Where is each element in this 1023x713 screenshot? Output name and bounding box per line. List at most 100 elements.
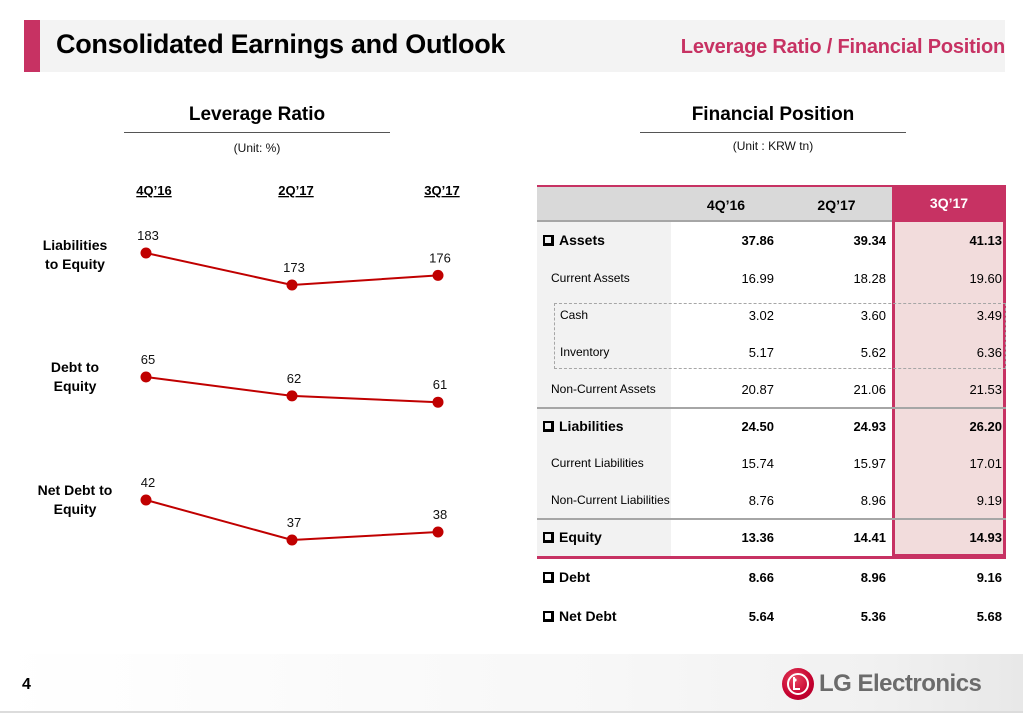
column-header-3q17: 3Q’17: [892, 185, 1006, 222]
data-label: 176: [429, 250, 451, 265]
data-point: [286, 534, 298, 546]
metric-label-line: Equity: [53, 378, 97, 394]
value-cell-4q16: 3.02: [748, 308, 774, 323]
value-cell-2q17: 5.36: [860, 609, 886, 624]
metric-label: Debt to Equity: [30, 358, 120, 396]
value-cell-4q16: 15.74: [741, 456, 774, 471]
metric-label-line: Debt to: [50, 359, 100, 375]
value-cell-2q17: 8.96: [860, 493, 886, 508]
table-row-inventory: Inventory 5.17 5.62 6.36: [537, 334, 1006, 371]
table-row-current-assets: Current Assets 16.99 18.28 19.60: [537, 260, 1006, 297]
metric-label: Liabilities to Equity: [30, 236, 120, 274]
metric-label-line: to Equity: [45, 256, 105, 272]
value-cell-4q16: 8.66: [748, 570, 774, 585]
period-label: 4Q’16: [136, 183, 171, 198]
row-label-text: Net Debt: [559, 608, 617, 624]
value-cell-4q16: 16.99: [741, 271, 774, 286]
series-liabilities-to-equity: 183 173 176: [137, 228, 451, 291]
value-cell-4q16: 37.86: [741, 233, 774, 248]
checkbox-bullet-icon: [543, 532, 554, 543]
data-label: 62: [287, 371, 301, 386]
checkbox-bullet-icon: [543, 611, 554, 622]
data-point: [140, 247, 152, 259]
row-label: Non-Current Liabilities: [551, 482, 670, 519]
row-label-text: Inventory: [560, 345, 610, 359]
page-number: 4: [22, 676, 31, 693]
period-label: 2Q’17: [278, 183, 313, 198]
period-label: 3Q’17: [424, 183, 459, 198]
value-cell-4q16: 24.50: [741, 419, 774, 434]
row-label: Current Assets: [551, 260, 630, 297]
highlight-column-frame: [892, 185, 1006, 557]
row-label-text: Assets: [559, 232, 605, 248]
series-net-debt-to-equity: 42 37 38: [140, 475, 447, 546]
page-subtitle: Leverage Ratio / Financial Position: [680, 36, 1005, 58]
row-label-text: Non-Current Liabilities: [551, 493, 670, 507]
data-point: [432, 269, 444, 281]
data-label: 42: [141, 475, 155, 490]
value-cell-2q17: 24.93: [853, 419, 886, 434]
lg-logo-icon: [782, 668, 814, 700]
data-point: [286, 390, 298, 402]
value-cell-2q17: 8.96: [860, 570, 886, 585]
metric-label-line: Equity: [53, 501, 97, 517]
value-cell-2q17: 18.28: [853, 271, 886, 286]
row-divider: [537, 556, 1006, 559]
data-label: 37: [287, 515, 301, 530]
financial-position-rule: [640, 132, 906, 133]
row-label: Equity: [543, 519, 602, 556]
series-debt-to-equity: 65 62 61: [140, 352, 447, 408]
column-header-4q16: 4Q’16: [706, 197, 746, 213]
row-label: Assets: [543, 222, 605, 259]
table-row-cash: Cash 3.02 3.60 3.49: [537, 297, 1006, 334]
row-label: Debt: [543, 559, 590, 596]
value-cell-4q16: 5.17: [748, 345, 774, 360]
row-divider: [537, 518, 1006, 520]
value-cell-4q16: 20.87: [741, 382, 774, 397]
label-column-background: [537, 222, 671, 556]
value-cell-3q17: 19.60: [969, 271, 1002, 286]
value-cell-2q17: 39.34: [853, 233, 886, 248]
row-label-text: Current Liabilities: [551, 456, 644, 470]
value-cell-3q17: 21.53: [969, 382, 1002, 397]
data-point: [140, 371, 152, 383]
value-cell-2q17: 15.97: [853, 456, 886, 471]
table-row-non-current-assets: Non-Current Assets 20.87 21.06 21.53: [537, 371, 1006, 408]
value-cell-3q17: 17.01: [969, 456, 1002, 471]
leverage-ratio-title: Leverage Ratio: [188, 104, 326, 125]
table-row-assets: Assets 37.86 39.34 41.13: [537, 222, 1006, 259]
current-assets-breakdown-box: [554, 303, 1006, 369]
row-label: Cash: [560, 297, 588, 334]
leverage-ratio-rule: [124, 132, 390, 133]
header-accent-bar: [24, 20, 40, 72]
row-label-text: Current Assets: [551, 271, 630, 285]
value-cell-4q16: 8.76: [748, 493, 774, 508]
row-label-text: Equity: [559, 529, 602, 545]
table-row-non-current-liabilities: Non-Current Liabilities 8.76 8.96 9.19: [537, 482, 1006, 519]
value-cell-3q17: 9.16: [976, 570, 1002, 585]
leverage-ratio-unit: (Unit: %): [233, 141, 281, 155]
financial-position-unit: (Unit : KRW tn): [732, 139, 814, 153]
data-label: 38: [433, 507, 447, 522]
data-label: 65: [141, 352, 155, 367]
page-title: Consolidated Earnings and Outlook: [56, 29, 506, 59]
checkbox-bullet-icon: [543, 235, 554, 246]
metric-label-line: Liabilities: [42, 237, 108, 253]
row-divider: [537, 407, 1006, 409]
row-label: Inventory: [560, 334, 609, 371]
checkbox-bullet-icon: [543, 572, 554, 583]
header-bar: [24, 20, 1005, 72]
value-cell-2q17: 14.41: [853, 530, 886, 545]
data-point: [286, 279, 298, 291]
value-cell-4q16: 13.36: [741, 530, 774, 545]
table-row-net-debt: Net Debt 5.64 5.36 5.68: [537, 598, 1006, 635]
row-label: Net Debt: [543, 598, 617, 635]
column-header-2q17: 2Q’17: [817, 197, 856, 213]
table-row-current-liabilities: Current Liabilities 15.74 15.97 17.01: [537, 445, 1006, 482]
value-cell-4q16: 5.64: [748, 609, 774, 624]
lg-electronics-logo: LG Electronics: [782, 667, 982, 701]
value-cell-3q17: 3.49: [976, 308, 1002, 323]
value-cell-3q17: 6.36: [976, 345, 1002, 360]
checkbox-bullet-icon: [543, 421, 554, 432]
data-label: 183: [137, 228, 159, 243]
